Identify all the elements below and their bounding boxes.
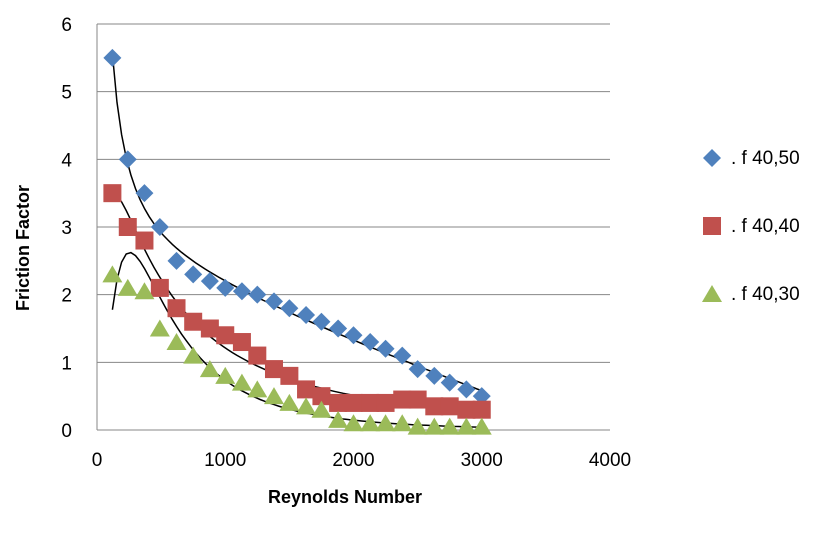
data-point-series-2 bbox=[376, 393, 395, 412]
data-point-series-3 bbox=[311, 400, 332, 418]
data-point-series-1 bbox=[248, 285, 267, 304]
data-point-series-3 bbox=[392, 414, 413, 432]
data-point-series-2 bbox=[118, 218, 137, 236]
data-point-series-3 bbox=[263, 387, 284, 405]
data-point-series-1 bbox=[393, 346, 412, 365]
data-point-series-2 bbox=[408, 390, 427, 409]
data-point-series-2 bbox=[393, 390, 412, 409]
data-point-series-1 bbox=[376, 339, 395, 358]
data-point-series-2 bbox=[248, 346, 267, 365]
y-tick-label: 5 bbox=[61, 83, 72, 104]
legend-marker-series-2 bbox=[703, 217, 721, 235]
data-point-series-2 bbox=[280, 366, 299, 385]
data-point-series-1 bbox=[408, 360, 427, 379]
data-point-series-3 bbox=[407, 417, 428, 435]
data-point-series-2 bbox=[472, 400, 491, 419]
data-point-series-2 bbox=[297, 380, 316, 399]
data-point-series-1 bbox=[264, 292, 283, 311]
data-point-series-2 bbox=[167, 299, 186, 318]
data-point-series-1 bbox=[150, 218, 169, 236]
data-point-series-1 bbox=[425, 366, 444, 385]
data-point-series-3 bbox=[117, 278, 138, 296]
data-point-series-1 bbox=[297, 305, 316, 324]
y-tick-label: 6 bbox=[61, 15, 72, 36]
x-tick-label: 3000 bbox=[461, 450, 503, 471]
x-tick-label: 0 bbox=[92, 450, 103, 471]
data-point-series-1 bbox=[280, 299, 299, 318]
data-point-series-1 bbox=[329, 319, 348, 338]
x-axis-title: Reynolds Number bbox=[268, 487, 422, 507]
data-point-series-2 bbox=[216, 326, 235, 345]
data-point-series-2 bbox=[457, 400, 476, 419]
data-point-series-3 bbox=[328, 410, 349, 428]
legend-marker-series-3 bbox=[702, 285, 722, 302]
y-tick-label: 2 bbox=[61, 286, 72, 307]
legend-label-series-3: . f 40,30 bbox=[731, 284, 800, 305]
data-point-series-1 bbox=[232, 282, 251, 301]
data-point-series-2 bbox=[312, 387, 331, 406]
data-point-series-3 bbox=[134, 282, 155, 300]
gridlines bbox=[97, 23, 610, 363]
x-tick-label: 4000 bbox=[589, 450, 631, 471]
data-point-series-3 bbox=[231, 373, 252, 391]
y-tick-label: 4 bbox=[61, 150, 72, 171]
data-point-series-2 bbox=[103, 184, 122, 203]
data-point-series-3 bbox=[343, 414, 364, 432]
data-point-series-3 bbox=[149, 319, 170, 337]
data-point-series-2 bbox=[184, 312, 203, 331]
data-point-series-2 bbox=[344, 393, 363, 412]
data-point-series-1 bbox=[440, 373, 459, 392]
data-point-series-1 bbox=[312, 312, 331, 331]
data-point-series-3 bbox=[247, 380, 268, 398]
y-tick-label: 1 bbox=[61, 353, 72, 374]
data-point-series-2 bbox=[135, 231, 154, 250]
data-point-series-3 bbox=[375, 414, 396, 432]
data-point-series-2 bbox=[232, 333, 251, 352]
data-point-series-2 bbox=[361, 393, 380, 412]
data-point-series-2 bbox=[425, 397, 444, 416]
x-tick-label: 1000 bbox=[204, 450, 246, 471]
x-tick-label: 2000 bbox=[332, 450, 374, 471]
data-point-series-3 bbox=[471, 417, 492, 435]
data-point-series-1 bbox=[457, 380, 476, 399]
legend-marker-series-1 bbox=[703, 149, 721, 167]
data-point-series-3 bbox=[456, 417, 477, 435]
data-point-series-2 bbox=[200, 319, 219, 338]
data-point-series-1 bbox=[472, 387, 491, 406]
data-point-series-3 bbox=[424, 417, 445, 435]
legend-label-series-1: . f 40,50 bbox=[731, 148, 800, 169]
data-point-series-2 bbox=[329, 393, 348, 412]
data-point-series-3 bbox=[166, 333, 187, 351]
data-point-series-3 bbox=[439, 417, 460, 435]
axes: 0 1 2 3 4 5 6 0 1000 2000 3000 4000 bbox=[61, 15, 631, 471]
data-point-series-2 bbox=[150, 278, 169, 297]
legend: . f 40,50 . f 40,40 . f 40,30 bbox=[702, 148, 800, 305]
data-point-series-3 bbox=[183, 346, 204, 364]
data-point-series-1 bbox=[167, 251, 186, 270]
data-point-series-1 bbox=[103, 48, 122, 67]
trendline-series-1 bbox=[111, 53, 483, 392]
data-point-series-1 bbox=[200, 272, 219, 291]
data-point-series-2 bbox=[440, 397, 459, 416]
data-point-series-3 bbox=[360, 414, 381, 432]
data-point-series-1 bbox=[184, 265, 203, 284]
y-axis-title: Friction Factor bbox=[13, 185, 33, 311]
legend-label-series-2: . f 40,40 bbox=[731, 216, 800, 237]
data-point-series-1 bbox=[344, 326, 363, 345]
data-point-series-3 bbox=[296, 397, 317, 415]
data-point-series-3 bbox=[199, 360, 220, 378]
data-point-series-2 bbox=[264, 360, 283, 379]
data-point-series-1 bbox=[361, 333, 380, 352]
data-points bbox=[102, 48, 492, 435]
data-point-series-3 bbox=[102, 265, 123, 283]
data-point-series-1 bbox=[135, 184, 154, 203]
y-tick-label: 0 bbox=[61, 421, 72, 442]
data-point-series-1 bbox=[118, 150, 137, 169]
data-point-series-1 bbox=[216, 278, 235, 297]
data-point-series-3 bbox=[279, 393, 300, 411]
y-tick-label: 3 bbox=[61, 218, 72, 239]
data-point-series-3 bbox=[215, 366, 236, 384]
